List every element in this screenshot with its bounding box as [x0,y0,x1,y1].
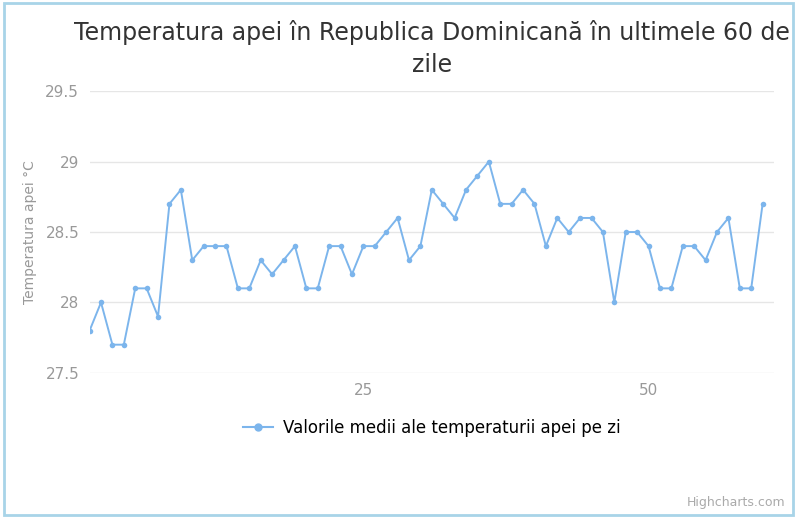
Legend: Valorile medii ale temperaturii apei pe zi: Valorile medii ale temperaturii apei pe … [237,412,627,443]
Text: Highcharts.com: Highcharts.com [686,496,785,509]
Title: Temperatura apei în Republica Dominicană în ultimele 60 de
zile: Temperatura apei în Republica Dominicană… [74,20,790,77]
Y-axis label: Temperatura apei °C: Temperatura apei °C [23,160,37,304]
